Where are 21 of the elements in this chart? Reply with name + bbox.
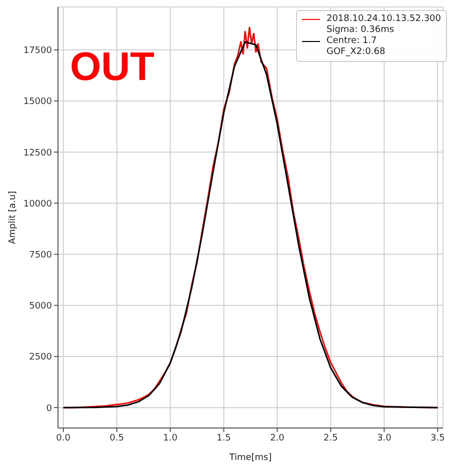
legend-label: 2018.10.24.10.13.52.300 bbox=[326, 14, 441, 25]
x-tick-label: 1.5 bbox=[216, 433, 231, 444]
x-tick-label: 2.0 bbox=[270, 433, 285, 444]
y-tick-label: 15000 bbox=[23, 97, 52, 108]
y-tick-label: 10000 bbox=[23, 199, 52, 210]
x-tick-label: 3.0 bbox=[377, 433, 392, 444]
y-tick-label: 7500 bbox=[29, 250, 52, 260]
annotation: OUT bbox=[70, 44, 154, 90]
x-axis-title: Time[ms] bbox=[228, 453, 272, 463]
legend-label: Sigma: 0.36ms Centre: 1.7 GOF_X2:0.68 bbox=[326, 25, 394, 58]
y-tick-label: 12500 bbox=[23, 148, 52, 158]
x-tick-label: 0.0 bbox=[56, 433, 71, 444]
x-tick-label: 0.5 bbox=[110, 433, 124, 444]
y-tick-label: 0 bbox=[46, 404, 52, 414]
x-tick-label: 2.5 bbox=[324, 433, 338, 444]
y-tick-label: 17500 bbox=[23, 46, 52, 56]
y-tick-label: 5000 bbox=[29, 302, 52, 312]
y-axis-title: Amplit [a.u] bbox=[8, 190, 18, 244]
x-tick-label: 3.5 bbox=[430, 433, 445, 444]
x-tick-label: 1.0 bbox=[163, 433, 178, 444]
y-tick-label: 2500 bbox=[29, 352, 52, 363]
